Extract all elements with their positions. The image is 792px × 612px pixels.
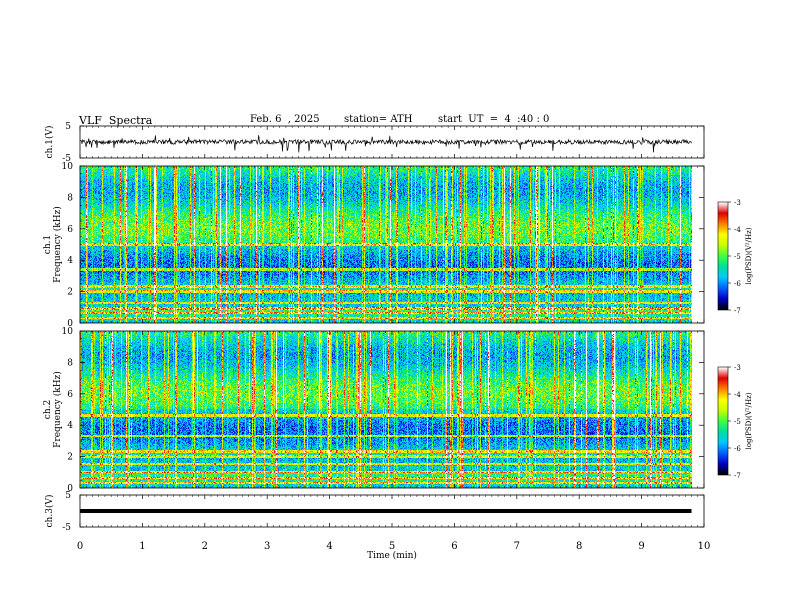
ch2-spectrogram-image (80, 331, 692, 488)
colorbar-tick-label: -5 (734, 253, 741, 261)
x-axis-label: Time (min) (367, 550, 417, 561)
start-ut-label: start UT = 4 :40 : 0 (438, 114, 550, 125)
colorbar-tick-label: -3 (734, 199, 741, 207)
y-tick-label: 4 (67, 421, 73, 431)
spectrogram-ylabel-channel: ch.2 (43, 400, 53, 419)
figure-title: VLF Spectra (79, 114, 153, 127)
y-tick-label: 4 (67, 256, 73, 266)
ch1-spectrogram-image (80, 166, 692, 323)
colorbar-tick-label: -4 (734, 226, 741, 234)
panel-frame-s2 (79, 330, 705, 489)
colorbar-tick-label: -6 (734, 445, 741, 453)
spectrogram-ylabel-frequency: Frequency (kHz) (52, 371, 63, 448)
colorbar-label: log(PSD)(V²/Hz) (745, 227, 753, 284)
ch3-waveform (80, 509, 692, 513)
ch1-waveform-line (79, 135, 692, 153)
x-tick-label: 9 (638, 541, 644, 552)
spectrogram-ylabel-channel: ch.1 (43, 235, 53, 254)
colorbar-tick-label: -4 (734, 391, 741, 399)
colorbar-tick-label: -3 (734, 364, 741, 372)
y-tick-label: 0 (67, 319, 73, 329)
colorbar-frame-1 (717, 201, 729, 311)
waveform-ylabel: ch.3(V) (44, 495, 55, 528)
ch3-waveform-line (80, 509, 692, 513)
y-tick-label: 8 (67, 358, 73, 368)
x-tick-label: 1 (139, 541, 145, 552)
y-tick-label: 6 (67, 390, 73, 400)
colorbar-label: log(PSD)(V²/Hz) (745, 392, 753, 449)
colorbar-tick-label: -7 (734, 307, 741, 315)
x-tick-label: 0 (77, 541, 83, 552)
date-label: Feb. 6 , 2025 (250, 114, 320, 125)
x-tick-label: 7 (514, 541, 520, 552)
ch1-colorbar-image (718, 202, 728, 310)
panel-frames (79, 125, 729, 528)
y-tick-label: 0 (67, 484, 73, 494)
x-tick-label: 6 (451, 541, 457, 552)
x-tick-label: 2 (202, 541, 208, 552)
x-tick-label: 3 (264, 541, 270, 552)
spectrogram-ylabel-frequency: Frequency (kHz) (52, 206, 63, 283)
x-tick-label: 8 (576, 541, 582, 552)
colorbar-frame-2 (717, 366, 729, 476)
y-tick-label: 10 (62, 162, 74, 172)
y-tick-label: 6 (67, 225, 73, 235)
y-tick-label: -5 (62, 154, 71, 164)
colorbar-tick-label: -7 (734, 472, 741, 480)
colorbar-tick-label: -6 (734, 280, 741, 288)
ch2-colorbar-image (718, 367, 728, 475)
axis-ticks (79, 125, 731, 528)
ch1-waveform (79, 135, 692, 153)
y-tick-label: 2 (67, 453, 73, 463)
y-tick-label: 10 (62, 327, 74, 337)
x-tick-label: 5 (389, 541, 395, 552)
y-tick-label: -5 (62, 523, 71, 533)
colorbar-tick-label: -5 (734, 418, 741, 426)
waveform-ylabel: ch.1(V) (44, 126, 55, 159)
y-tick-label: 2 (67, 288, 73, 298)
y-tick-label: 8 (67, 193, 73, 203)
station-label: station= ATH (344, 114, 413, 125)
panel-frame-s1 (79, 165, 705, 324)
y-tick-label: 5 (65, 122, 71, 132)
x-tick-label: 10 (698, 541, 711, 552)
y-tick-label: 5 (65, 491, 71, 501)
x-tick-label: 4 (326, 541, 332, 552)
